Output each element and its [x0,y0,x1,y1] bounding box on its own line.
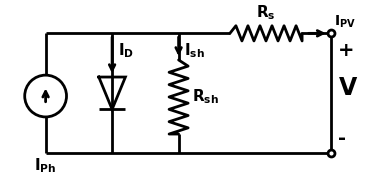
Text: $\mathbf{I_{Ph}}$: $\mathbf{I_{Ph}}$ [35,156,57,175]
Text: -: - [338,129,346,148]
Text: $\mathbf{I_{PV}}$: $\mathbf{I_{PV}}$ [334,13,356,30]
Text: $\mathbf{R_s}$: $\mathbf{R_s}$ [256,3,276,22]
Text: $\mathbf{V}$: $\mathbf{V}$ [338,76,358,100]
Text: +: + [338,41,355,60]
Text: $\mathbf{R_{sh}}$: $\mathbf{R_{sh}}$ [192,88,219,106]
Text: $\mathbf{I_{sh}}$: $\mathbf{I_{sh}}$ [184,41,205,60]
Text: $\mathbf{I_D}$: $\mathbf{I_D}$ [118,41,134,60]
